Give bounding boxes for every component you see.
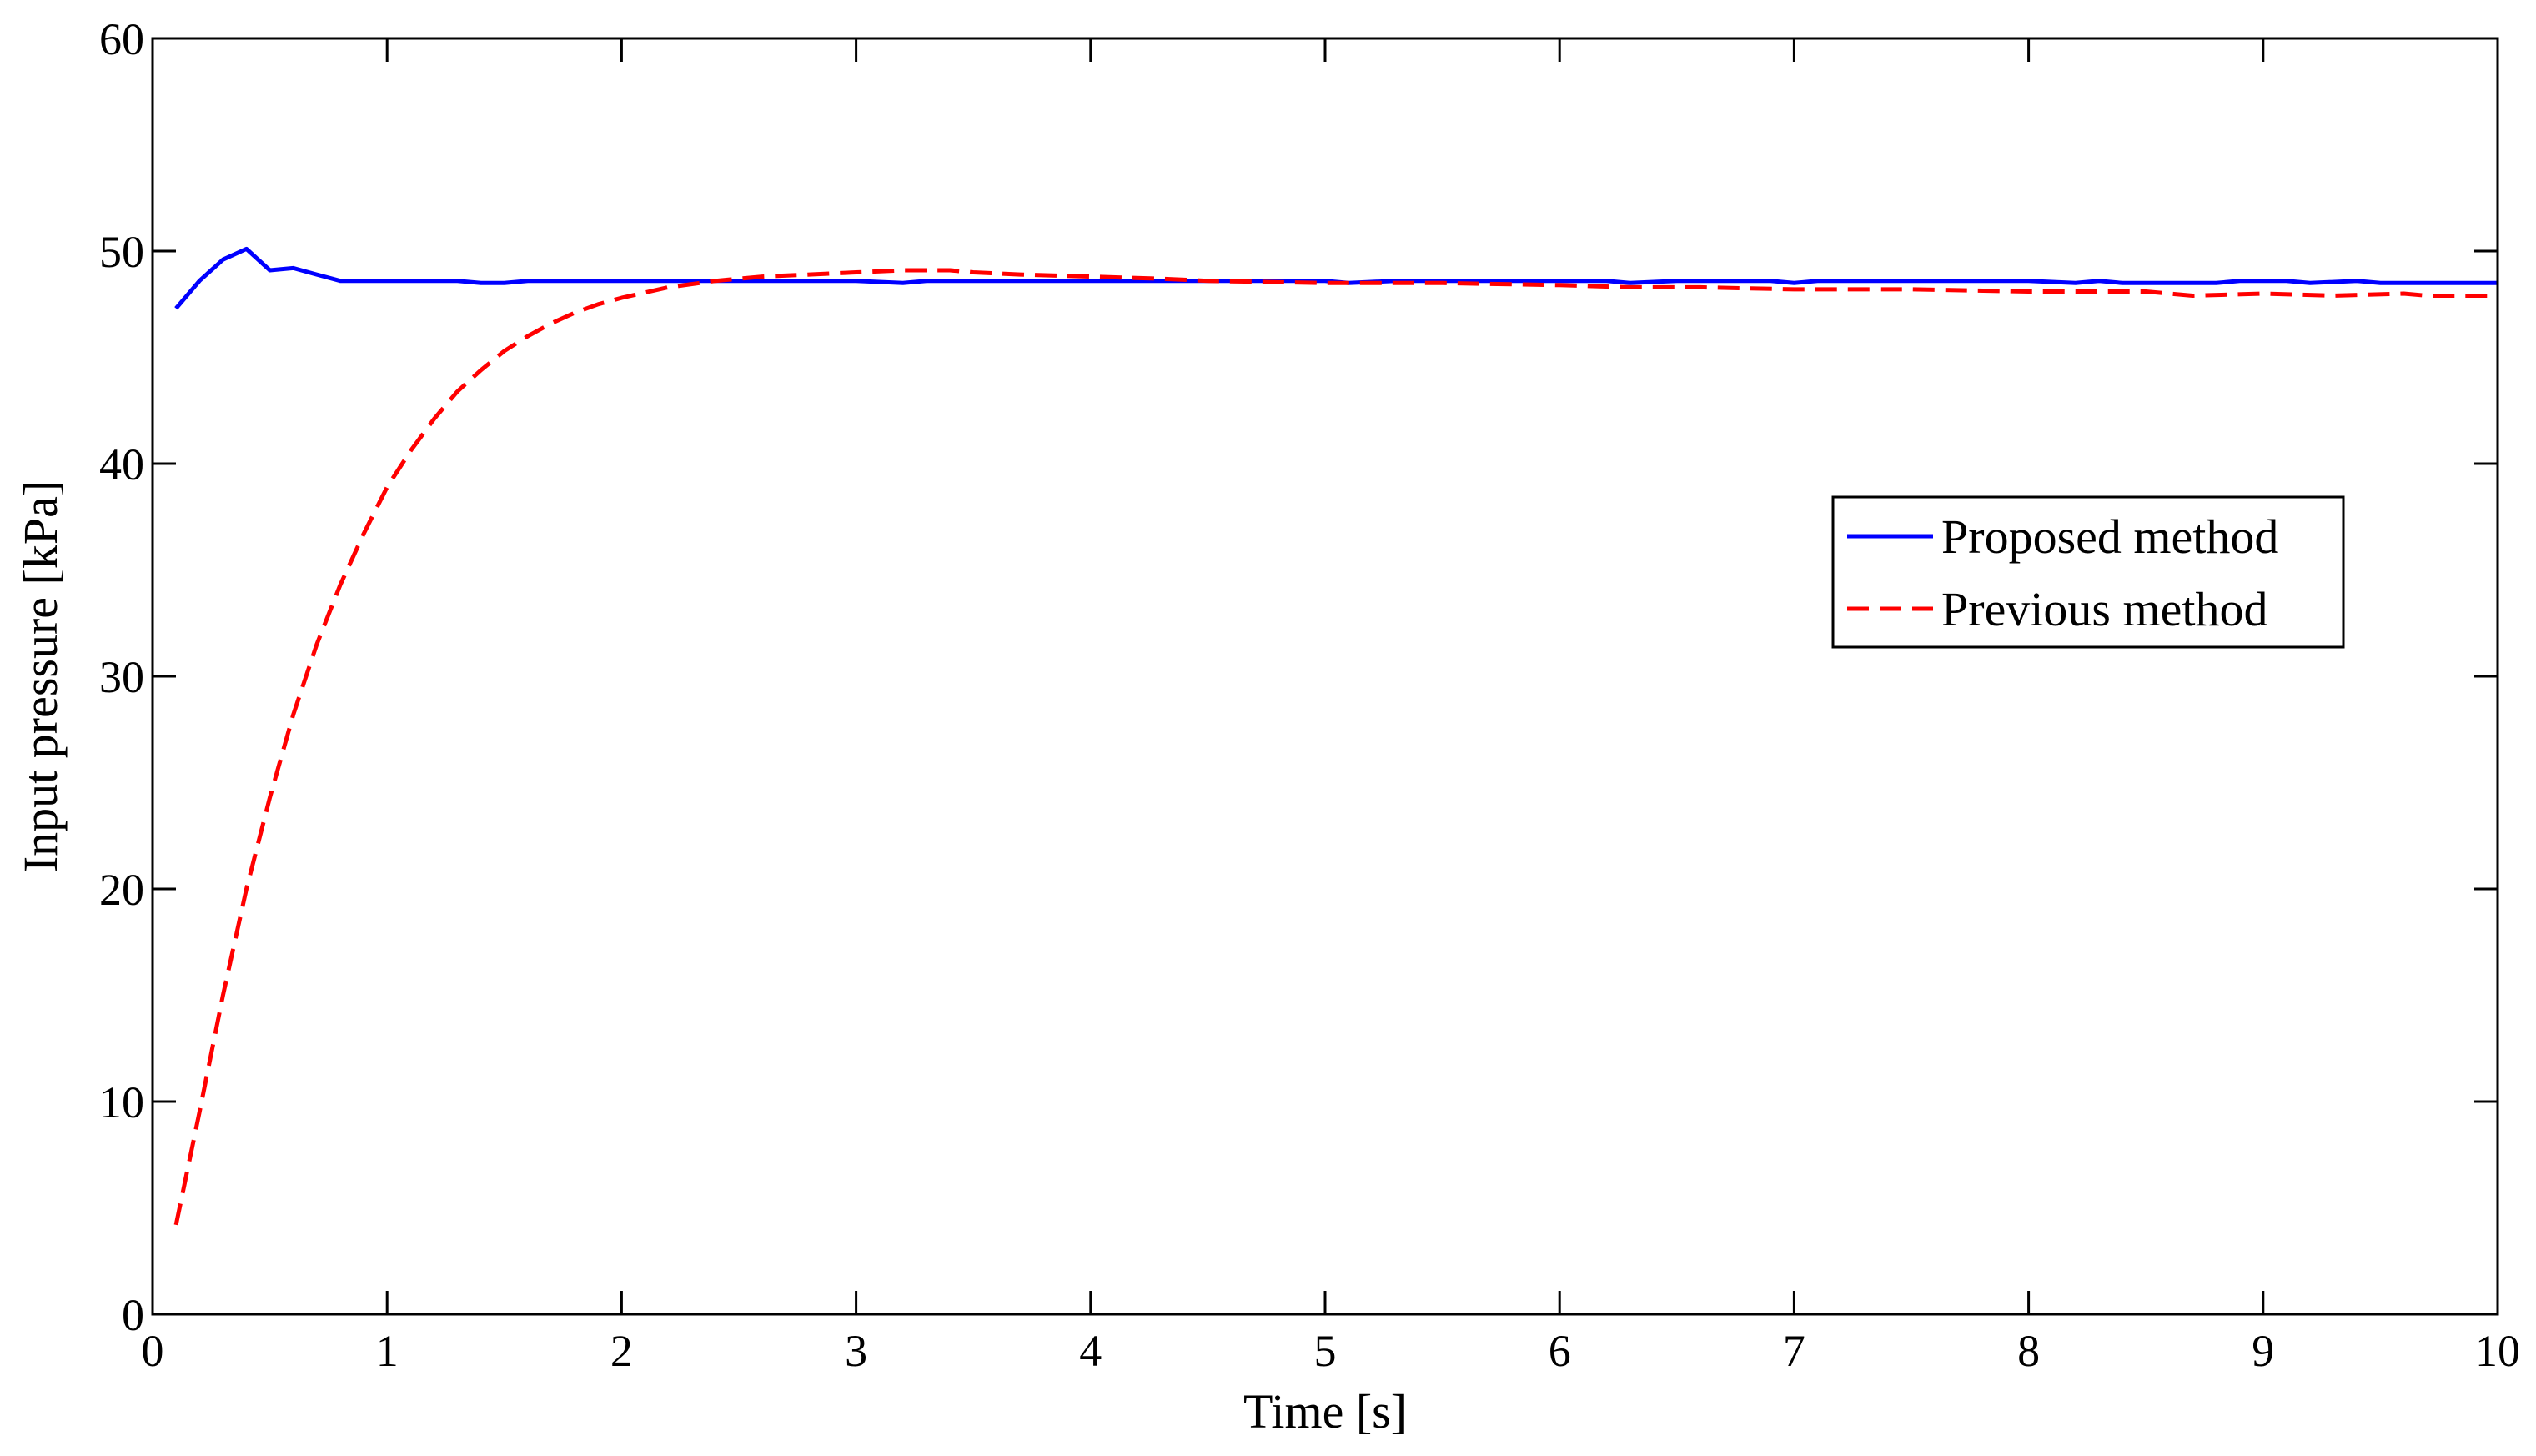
y-tick-label: 10 [99, 1077, 144, 1127]
tick-layer: 0 1 2 3 4 5 6 7 8 9 10 0 10 20 30 40 50 60 [99, 14, 2520, 1376]
y-tick-label: 40 [99, 439, 144, 490]
x-tick-label: 0 [142, 1326, 164, 1376]
legend: Proposed method Previous method [1831, 495, 2345, 649]
y-tick-label: 50 [99, 227, 144, 277]
x-tick-label: 10 [2475, 1326, 2520, 1376]
x-tick-label: 7 [1783, 1326, 1805, 1376]
x-tick-label: 8 [2017, 1326, 2040, 1376]
legend-label-proposed-method: Proposed method [1941, 510, 2278, 564]
plot-area [153, 38, 2498, 1314]
x-tick-label: 5 [1314, 1326, 1337, 1376]
y-tick-label: 0 [122, 1290, 144, 1340]
y-axis-title: Input pressure [kPa] [13, 480, 68, 872]
legend-label-previous-method: Previous method [1941, 582, 2267, 636]
x-tick-label: 1 [376, 1326, 399, 1376]
x-tick-label: 6 [1549, 1326, 1571, 1376]
y-tick-label: 60 [99, 14, 144, 64]
x-tick-label: 3 [845, 1326, 867, 1376]
x-tick-label: 2 [610, 1326, 633, 1376]
x-tick-label: 9 [2252, 1326, 2274, 1376]
x-tick-label: 4 [1079, 1326, 1102, 1376]
legend-box [1831, 495, 2345, 649]
y-tick-label: 20 [99, 865, 144, 915]
plot-frame [151, 37, 2499, 1316]
series-layer [173, 246, 2498, 1226]
y-tick-label: 30 [99, 652, 144, 702]
x-axis-title: Time [s] [1243, 1384, 1407, 1438]
